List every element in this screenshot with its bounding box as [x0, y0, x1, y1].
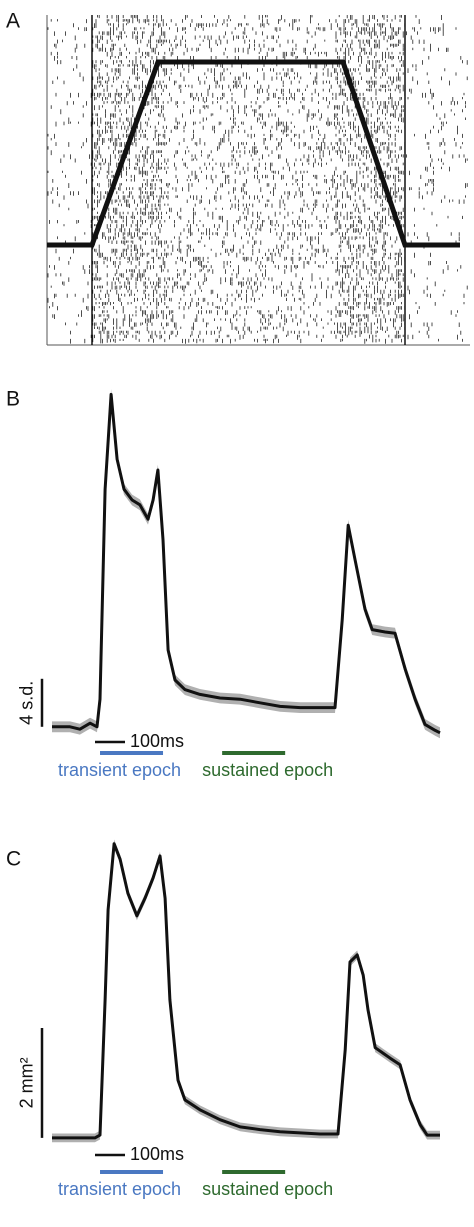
scale-label-x: 100ms	[130, 731, 184, 751]
raster-panel	[47, 15, 468, 344]
trace-line	[52, 392, 441, 735]
trace-line	[52, 842, 440, 1140]
raster-ticks	[47, 15, 468, 344]
panel-label: B	[6, 388, 20, 411]
scale-label-y: 2 mm²	[17, 1057, 37, 1108]
error-band	[52, 389, 440, 739]
stimulus-profile	[47, 59, 460, 248]
epoch-label: transient epoch	[58, 760, 181, 780]
epoch-label: sustained epoch	[202, 760, 333, 780]
epoch-label: transient epoch	[58, 1179, 181, 1199]
panel-label: A	[6, 10, 20, 33]
scale-label-x: 100ms	[130, 1144, 184, 1164]
panel-label: C	[6, 848, 21, 871]
epoch-label: sustained epoch	[202, 1179, 333, 1199]
scale-label-y: 4 s.d.	[17, 681, 37, 725]
